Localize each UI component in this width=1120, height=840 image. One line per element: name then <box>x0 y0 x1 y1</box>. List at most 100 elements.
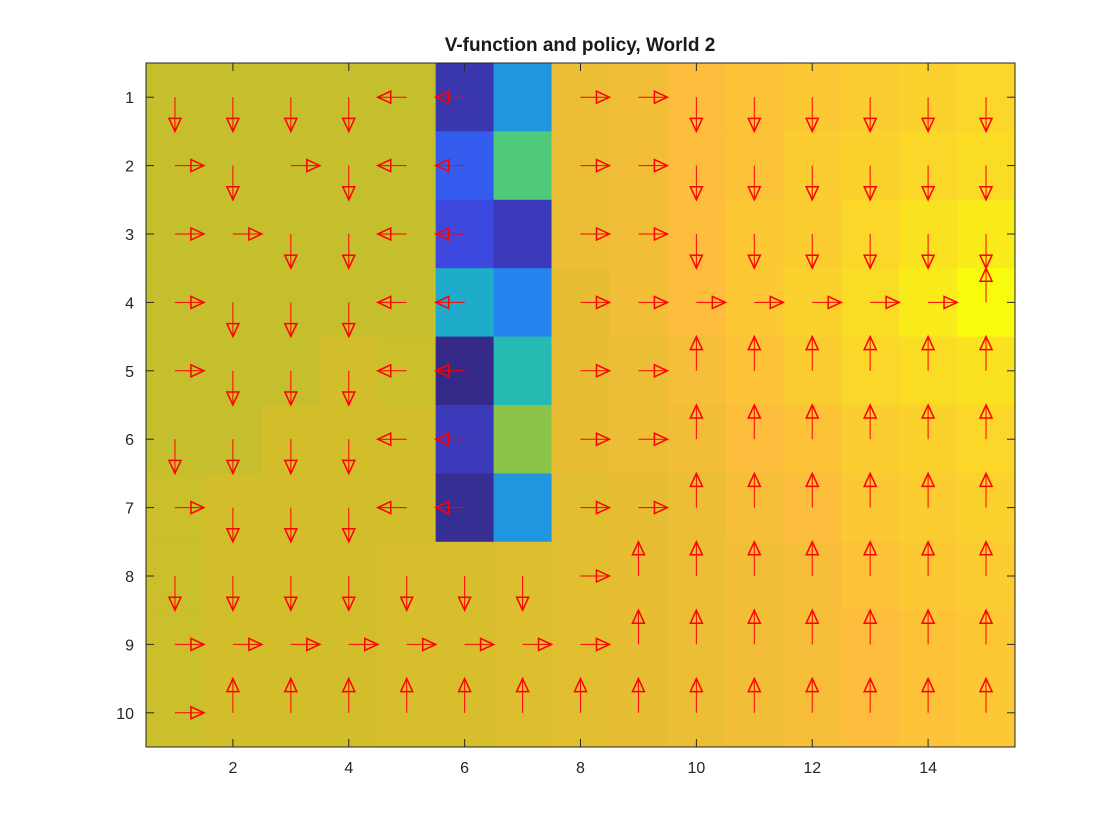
policy-arrow <box>341 439 356 476</box>
policy-arrow <box>631 608 646 645</box>
chart-title: V-function and policy, World 2 <box>445 35 716 56</box>
policy-arrow <box>457 576 472 612</box>
policy-arrow <box>638 295 670 310</box>
policy-arrow <box>978 540 994 576</box>
policy-arrow <box>225 507 241 544</box>
policy-arrow <box>920 165 936 202</box>
heatmap-cell <box>493 268 553 338</box>
x-tick-label: 2 <box>228 760 237 777</box>
policy-arrow <box>515 676 530 713</box>
policy-arrow <box>747 234 762 270</box>
policy-arrow <box>399 576 414 612</box>
policy-arrow <box>174 705 206 720</box>
policy-arrow <box>283 507 299 544</box>
heatmap-cell <box>493 131 553 201</box>
policy-arrow <box>805 676 820 713</box>
heatmap-cell <box>493 63 553 132</box>
y-tick-label: 3 <box>125 227 134 244</box>
policy-arrow <box>805 234 820 270</box>
policy-arrow <box>978 608 994 645</box>
policy-arrow <box>515 576 530 612</box>
policy-arrow <box>805 97 820 134</box>
policy-arrow <box>225 165 241 202</box>
policy-arrow <box>580 432 612 447</box>
policy-arrow <box>689 403 704 440</box>
heatmap-cell <box>493 473 553 543</box>
policy-arrow <box>375 500 407 515</box>
policy-arrow <box>406 637 438 652</box>
policy-arrow <box>433 158 465 173</box>
policy-arrow <box>862 676 878 713</box>
policy-arrow <box>464 637 496 652</box>
policy-arrow <box>747 676 762 713</box>
policy-arrow <box>978 334 994 371</box>
policy-arrow <box>689 608 704 645</box>
policy-arrow <box>862 540 878 576</box>
policy-arrow <box>805 403 820 440</box>
policy-arrow <box>805 334 820 371</box>
y-tick-label: 10 <box>116 706 134 723</box>
policy-arrow <box>689 165 704 202</box>
policy-arrow <box>225 97 241 134</box>
policy-arrow <box>375 432 407 447</box>
policy-arrow <box>348 637 380 652</box>
y-tick-label: 8 <box>125 569 134 586</box>
policy-arrow <box>978 676 994 713</box>
policy-arrow <box>638 432 670 447</box>
policy-arrow <box>174 637 206 652</box>
policy-arrow <box>457 676 472 713</box>
policy-arrow <box>978 234 994 270</box>
policy-arrow <box>283 302 299 339</box>
policy-arrow <box>283 676 299 713</box>
policy-arrow <box>580 363 612 378</box>
policy-arrow <box>580 295 612 310</box>
policy-arrow <box>375 226 407 242</box>
policy-arrow <box>232 637 264 652</box>
policy-arrow <box>341 97 356 134</box>
policy-arrow <box>522 637 554 652</box>
policy-arrow <box>341 165 356 202</box>
policy-arrow <box>631 676 646 713</box>
policy-arrow <box>174 226 206 242</box>
policy-arrow <box>580 226 612 242</box>
policy-arrow <box>399 676 414 713</box>
policy-arrow <box>862 234 878 270</box>
policy-arrow <box>167 439 183 476</box>
policy-arrow <box>689 97 704 134</box>
policy-arrow <box>433 432 465 447</box>
policy-arrow <box>747 403 762 440</box>
x-tick-label: 8 <box>576 760 585 777</box>
policy-arrow <box>573 676 588 713</box>
policy-arrow <box>747 471 762 508</box>
policy-arrow <box>920 676 936 713</box>
x-tick-label: 6 <box>460 760 469 777</box>
x-tick-label: 14 <box>919 760 937 777</box>
policy-arrow <box>341 576 356 612</box>
policy-arrow <box>920 97 936 134</box>
policy-arrow <box>638 90 670 105</box>
policy-arrow <box>290 637 322 652</box>
policy-arrow <box>225 370 241 407</box>
policy-arrow <box>375 363 407 378</box>
policy-arrow <box>920 234 936 270</box>
policy-arrow <box>920 334 936 371</box>
heatmap-cell <box>493 405 553 474</box>
policy-arrow <box>689 540 704 576</box>
policy-arrow <box>754 295 786 310</box>
policy-arrow <box>283 439 299 476</box>
policy-arrow <box>862 165 878 202</box>
policy-arrow <box>174 363 206 378</box>
policy-arrow <box>283 97 299 134</box>
policy-arrow <box>433 363 465 378</box>
policy-arrows <box>167 90 994 720</box>
policy-arrow <box>580 568 612 584</box>
y-tick-label: 2 <box>125 159 134 176</box>
y-tick-label: 6 <box>125 432 134 449</box>
policy-arrow <box>580 500 612 515</box>
policy-arrow <box>920 608 936 645</box>
policy-arrow <box>174 295 206 310</box>
x-tick-label: 4 <box>344 760 353 777</box>
policy-arrow <box>812 295 843 310</box>
y-tick-label: 7 <box>125 501 134 518</box>
